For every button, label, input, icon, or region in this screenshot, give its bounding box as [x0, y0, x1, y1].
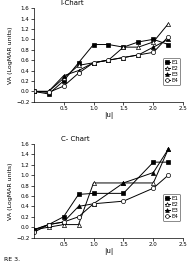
E1 [122, 46, 125, 49]
E2 [152, 40, 154, 43]
Line: E2: E2 [32, 147, 170, 232]
E1 [152, 38, 154, 41]
E1 [33, 228, 35, 231]
E3 [62, 74, 65, 77]
X-axis label: |u|: |u| [104, 248, 113, 255]
E2 [62, 223, 65, 226]
E2 [167, 22, 169, 25]
E2 [92, 181, 95, 185]
E2 [122, 46, 125, 49]
E1 [122, 192, 125, 195]
E4 [167, 174, 169, 177]
E2 [122, 181, 125, 185]
E4 [33, 90, 35, 93]
Line: E2: E2 [32, 22, 170, 93]
E3 [77, 205, 80, 208]
E3 [122, 56, 125, 59]
E4 [62, 220, 65, 224]
E4 [92, 61, 95, 64]
Text: C- Chart: C- Chart [61, 136, 89, 142]
E4 [77, 72, 80, 75]
E1 [92, 192, 95, 195]
E1 [107, 43, 110, 46]
E2 [47, 90, 50, 93]
E4 [92, 202, 95, 205]
E3 [47, 90, 50, 93]
E2 [92, 61, 95, 64]
E4 [33, 231, 35, 234]
E3 [47, 223, 50, 226]
E3 [92, 202, 95, 205]
E4 [137, 53, 140, 56]
E1 [137, 40, 140, 43]
E3 [167, 38, 169, 41]
E1 [33, 90, 35, 93]
X-axis label: |u|: |u| [104, 112, 113, 119]
E2 [167, 147, 169, 151]
E4 [47, 91, 50, 94]
E1 [62, 215, 65, 218]
E4 [167, 35, 169, 38]
E3 [152, 171, 154, 174]
Line: E3: E3 [32, 37, 170, 93]
E3 [107, 59, 110, 62]
Line: E1: E1 [32, 160, 170, 232]
E1 [77, 193, 80, 196]
Line: E1: E1 [32, 38, 170, 96]
E2 [62, 77, 65, 80]
E3 [137, 53, 140, 56]
Line: E3: E3 [32, 147, 170, 232]
E4 [47, 223, 50, 226]
E4 [62, 85, 65, 88]
E3 [122, 181, 125, 185]
E1 [47, 92, 50, 96]
E1 [92, 43, 95, 46]
E3 [152, 46, 154, 49]
E2 [77, 223, 80, 226]
E4 [152, 51, 154, 54]
E1 [62, 79, 65, 83]
E2 [152, 181, 154, 185]
E2 [33, 90, 35, 93]
Legend: E1, E2, E3, E4: E1, E2, E3, E4 [163, 58, 180, 85]
E2 [77, 64, 80, 67]
E4 [77, 215, 80, 218]
Legend: E1, E2, E3, E4: E1, E2, E3, E4 [163, 194, 180, 221]
E2 [107, 59, 110, 62]
E3 [33, 228, 35, 231]
Line: E4: E4 [32, 173, 170, 234]
E4 [122, 56, 125, 59]
E2 [137, 46, 140, 49]
E3 [92, 61, 95, 64]
E1 [167, 43, 169, 46]
E3 [62, 220, 65, 224]
E3 [33, 90, 35, 93]
E3 [77, 69, 80, 72]
E4 [107, 59, 110, 62]
E2 [33, 228, 35, 231]
E4 [152, 187, 154, 190]
Y-axis label: VA (LogMAR units): VA (LogMAR units) [8, 26, 13, 84]
E4 [122, 200, 125, 203]
Text: RE 3.: RE 3. [4, 257, 20, 262]
Line: E4: E4 [32, 35, 170, 94]
Text: I-Chart: I-Chart [61, 0, 84, 6]
E1 [167, 161, 169, 164]
E1 [152, 161, 154, 164]
E1 [77, 61, 80, 64]
E1 [47, 223, 50, 226]
E3 [167, 147, 169, 151]
E2 [47, 225, 50, 229]
Y-axis label: VA (LogMAR units): VA (LogMAR units) [8, 162, 13, 220]
